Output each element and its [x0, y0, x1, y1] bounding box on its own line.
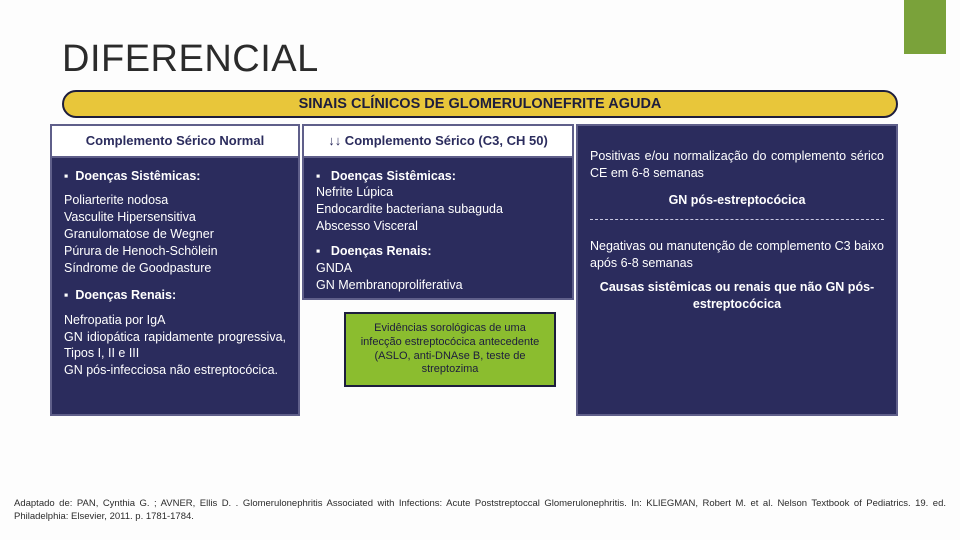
mid-systemic-item: Endocardite bacteriana subaguda: [316, 201, 560, 218]
left-systemic-item: Granulomatose de Wegner: [64, 226, 286, 243]
mid-renal-title-text: Doenças Renais:: [331, 244, 432, 258]
positive-result: GN pós-estreptocócica: [590, 192, 884, 209]
mid-renal-item: GNDA: [316, 260, 560, 277]
left-systemic-title-text: Doenças Sistêmicas:: [75, 169, 200, 183]
column-outcomes: Positivas e/ou normalização do complemen…: [576, 124, 898, 416]
evidence-text: Evidências sorológicas de uma infecção e…: [361, 322, 540, 375]
left-systemic-item: Púrura de Henoch-Schölein: [64, 243, 286, 260]
column-head-left: Complemento Sérico Normal: [52, 126, 298, 158]
mid-systemic-item: Abscesso Visceral: [316, 218, 560, 235]
left-renal-item: GN pós-infecciosa não estreptocócica.: [64, 362, 286, 379]
column-head-mid: ↓↓ Complemento Sérico (C3, CH 50): [304, 126, 572, 158]
mid-systemic-item: Nefrite Lúpica: [316, 184, 560, 201]
negative-result: Causas sistêmicas ou renais que não GN p…: [590, 279, 884, 313]
left-systemic-title: ▪ Doenças Sistêmicas:: [64, 168, 286, 185]
column-low-complement: ↓↓ Complemento Sérico (C3, CH 50) ▪ Doen…: [302, 124, 574, 300]
evidence-box: Evidências sorológicas de uma infecção e…: [344, 312, 556, 387]
mid-systemic-title-text: Doenças Sistêmicas:: [331, 169, 456, 183]
negative-text: Negativas ou manutenção de complemento C…: [590, 238, 884, 272]
left-systemic-item: Síndrome de Goodpasture: [64, 260, 286, 277]
mid-systemic-title: ▪ Doenças Sistêmicas:: [316, 168, 560, 185]
column-body-left: ▪ Doenças Sistêmicas: Poliarterite nodos…: [52, 158, 298, 392]
column-normal-complement: Complemento Sérico Normal ▪ Doenças Sist…: [50, 124, 300, 416]
mid-renal-title: ▪ Doenças Renais:: [316, 243, 560, 260]
slide-title: DIFERENCIAL: [62, 38, 319, 81]
citation-text: Adaptado de: PAN, Cynthia G. ; AVNER, El…: [14, 498, 946, 524]
left-systemic-item: Vasculite Hipersensitiva: [64, 209, 286, 226]
column-body-right: Positivas e/ou normalização do complemen…: [578, 126, 896, 325]
left-renal-item: Nefropatia por IgA: [64, 312, 286, 329]
left-renal-title: ▪ Doenças Renais:: [64, 287, 286, 304]
header-banner: SINAIS CLÍNICOS DE GLOMERULONEFRITE AGUD…: [62, 90, 898, 118]
left-renal-title-text: Doenças Renais:: [75, 288, 176, 302]
divider: [590, 219, 884, 220]
mid-renal-item: GN Membranoproliferativa: [316, 277, 560, 294]
accent-bar: [904, 0, 946, 54]
positive-text: Positivas e/ou normalização do complemen…: [590, 148, 884, 182]
left-renal-item: GN idiopática rapidamente progressiva, T…: [64, 329, 286, 363]
column-body-mid: ▪ Doenças Sistêmicas: Nefrite Lúpica End…: [304, 158, 572, 306]
slide: DIFERENCIAL SINAIS CLÍNICOS DE GLOMERULO…: [0, 0, 960, 540]
left-systemic-item: Poliarterite nodosa: [64, 192, 286, 209]
